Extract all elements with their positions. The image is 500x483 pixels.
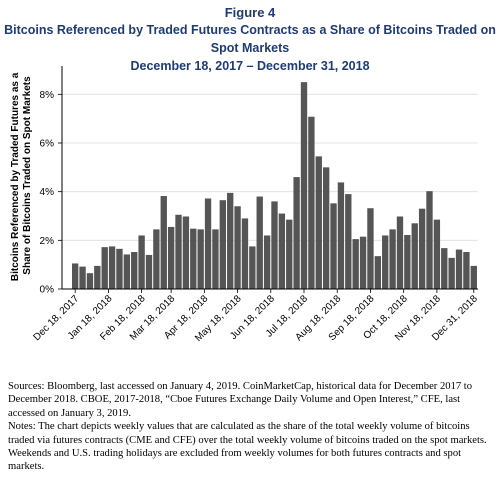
axes-layer [61, 66, 478, 290]
bar [241, 218, 249, 289]
bar [271, 201, 278, 289]
bar [86, 273, 94, 289]
bar [286, 219, 293, 289]
bar [131, 252, 138, 289]
bar [256, 196, 263, 289]
bar [138, 235, 145, 289]
bar [249, 246, 256, 289]
y-tick-labels: 0% 2% 4% 6% 8% [40, 90, 55, 296]
bar [345, 194, 352, 289]
bars-layer [72, 82, 477, 290]
bar [359, 236, 367, 289]
bar [352, 239, 359, 289]
bar [234, 206, 241, 289]
bar [322, 167, 330, 289]
bar [212, 229, 219, 289]
bar [418, 208, 426, 289]
bar [160, 196, 167, 289]
bar [411, 223, 418, 289]
title-block: Figure 4 Bitcoins Referenced by Traded F… [0, 4, 500, 75]
bar [227, 192, 234, 289]
y-tick-label: 8% [40, 90, 55, 101]
bar [116, 248, 123, 289]
bar [175, 214, 182, 289]
chart-subtitle: December 18, 2017 – December 31, 2018 [130, 59, 370, 73]
bar [382, 235, 389, 289]
bar [455, 249, 463, 289]
bar [94, 265, 101, 289]
bar [167, 226, 175, 289]
figure-label: Figure 4 [224, 5, 276, 20]
bar [204, 198, 212, 289]
bar [470, 265, 477, 289]
bar [315, 156, 322, 289]
bar [396, 216, 404, 289]
chart-title: Bitcoins Referenced by Traded Futures Co… [4, 23, 496, 55]
y-tick-label: 6% [40, 139, 55, 150]
notes-block: Sources: Bloomberg, last accessed on Jan… [8, 380, 492, 474]
bar [197, 229, 204, 289]
bar [145, 254, 153, 289]
bar [153, 229, 160, 289]
bar [404, 234, 411, 289]
y-tick-label: 4% [40, 187, 55, 198]
bar [463, 252, 470, 289]
y-axis-label-line-1: Bitcoins Referenced by Traded Futures as… [10, 72, 21, 281]
bar [79, 266, 86, 289]
bar [293, 177, 300, 289]
bar [123, 254, 131, 289]
bar [108, 246, 116, 289]
bar [389, 229, 396, 289]
bar [441, 248, 448, 289]
bar [426, 191, 433, 289]
bar [72, 263, 79, 289]
bar [337, 182, 345, 289]
bar [308, 116, 315, 289]
y-axis-label-line-2: Share of Bitcoins Traded on Spot Markets [22, 76, 33, 275]
bar [300, 82, 308, 290]
bar [219, 200, 226, 289]
y-tick-label: 2% [40, 236, 55, 247]
bar [182, 216, 190, 289]
bar [190, 228, 197, 289]
sources-text: Sources: Bloomberg, last accessed on Jan… [8, 381, 473, 419]
bar [367, 208, 374, 289]
bar [278, 213, 286, 289]
bar [448, 257, 455, 289]
bar [433, 219, 441, 289]
notes-text: Notes: The chart depicts weekly values t… [8, 421, 487, 473]
y-axis-label: Bitcoins Referenced by Traded Futures as… [10, 70, 33, 281]
y-tick-label: 0% [40, 285, 55, 296]
bar [374, 256, 382, 289]
bar [101, 247, 108, 289]
bar [330, 203, 337, 289]
bar [263, 235, 271, 289]
